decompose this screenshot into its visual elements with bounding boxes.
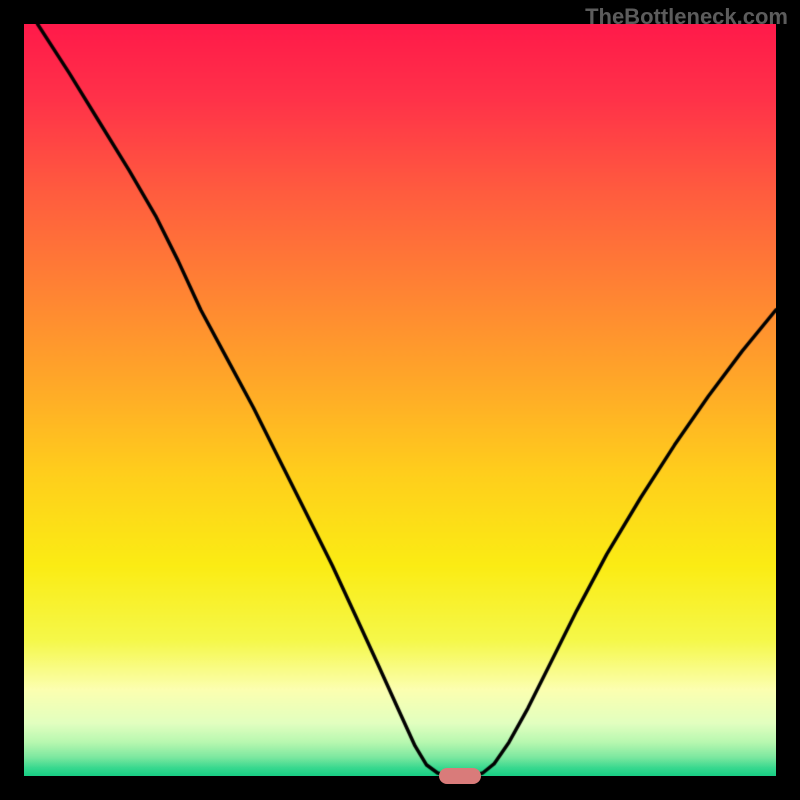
optimal-point-marker — [439, 768, 481, 784]
bottleneck-curve — [24, 24, 776, 776]
chart-container: TheBottleneck.com — [0, 0, 800, 800]
watermark-text: TheBottleneck.com — [585, 4, 788, 30]
plot-area — [24, 24, 776, 776]
